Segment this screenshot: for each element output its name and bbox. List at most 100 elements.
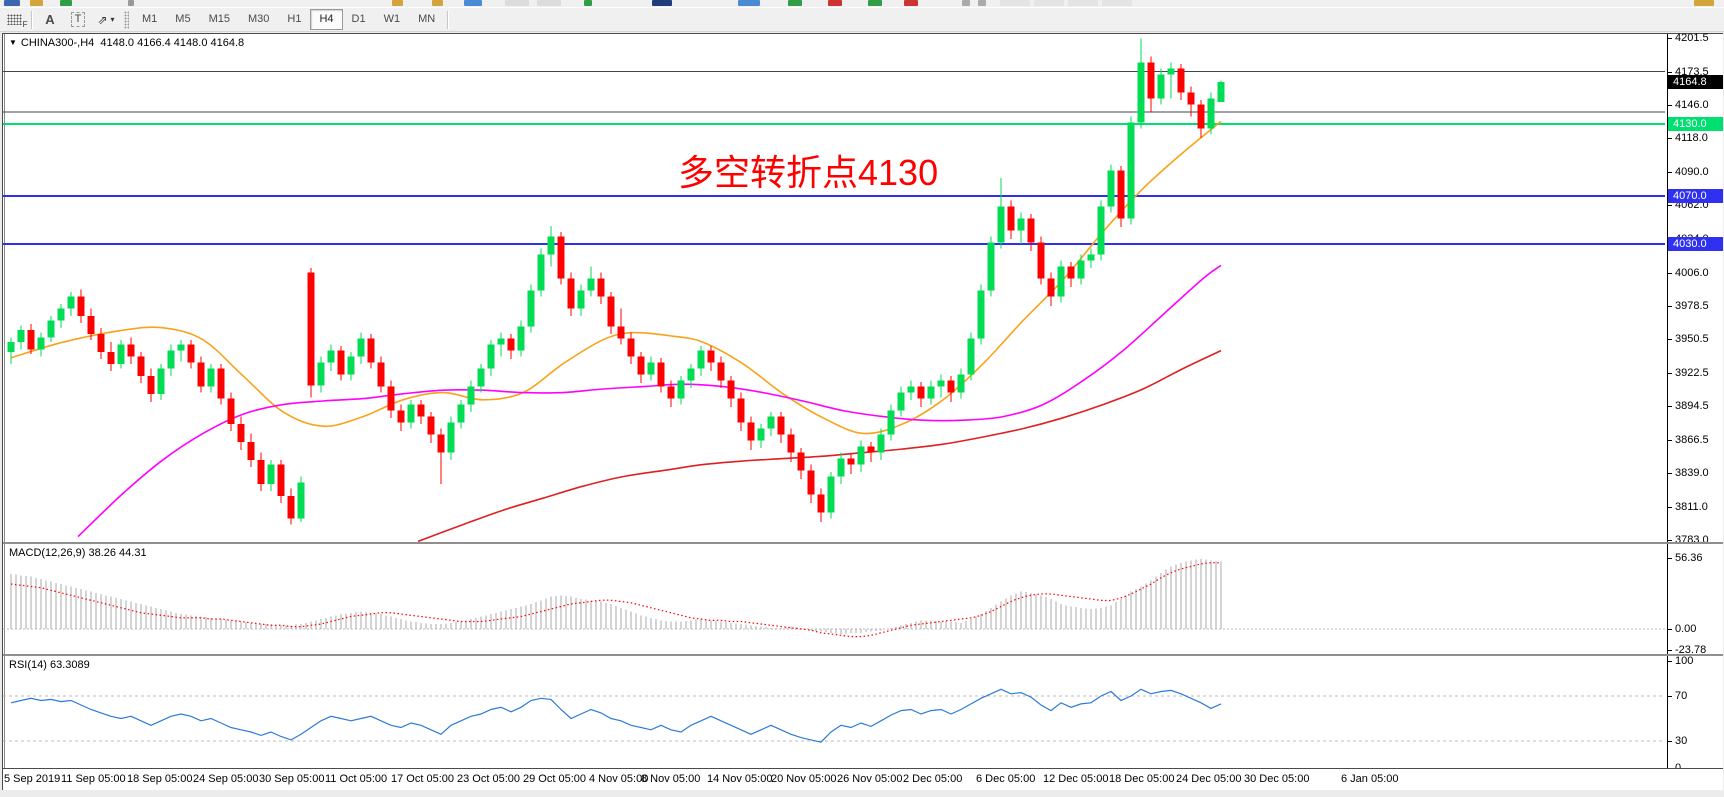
- partial-icon: [584, 0, 592, 6]
- candle-body: [687, 368, 695, 381]
- candle-body: [357, 338, 365, 357]
- candle-body: [717, 362, 725, 381]
- partial-icon: [962, 0, 970, 6]
- axis-tick: [1668, 138, 1672, 139]
- price-tick-label: 3922.5: [1675, 367, 1709, 379]
- candle-body: [77, 296, 85, 316]
- candle-body: [557, 236, 565, 279]
- axis-tick: [1668, 205, 1672, 206]
- macd-plot-area[interactable]: MACD(12,26,9) 38.26 44.31: [3, 544, 1667, 654]
- price-tick-label: 3811.0: [1675, 501, 1708, 513]
- candle-body: [227, 398, 235, 424]
- candle-body: [437, 434, 445, 453]
- timeframe-button-m5[interactable]: M5: [175, 13, 191, 25]
- candle-body: [497, 338, 505, 345]
- draw-arrows-button[interactable]: ⇗ ▾: [93, 9, 119, 31]
- timeframe-button-h1[interactable]: H1: [287, 13, 302, 25]
- time-tick-label: 6 Dec 05:00: [976, 773, 1036, 785]
- axis-tick: [1668, 105, 1672, 106]
- price-plot-area[interactable]: ▼ CHINA300-,H4 4148.0 4166.4 4148.0 4164.…: [3, 34, 1667, 542]
- rsi-plot-area[interactable]: RSI(14) 63.3089: [3, 656, 1667, 768]
- macd-chart: [3, 559, 1665, 638]
- partial-icon: [464, 0, 482, 6]
- partial-icon: [788, 0, 802, 6]
- time-tick-label: 8 Nov 05:00: [641, 773, 701, 785]
- candle-body: [837, 458, 845, 477]
- candle-body: [907, 386, 915, 393]
- candle-body: [277, 464, 285, 496]
- axis-tick: [1668, 440, 1672, 441]
- price-pane: ▼ CHINA300-,H4 4148.0 4166.4 4148.0 4164.…: [3, 32, 1723, 546]
- candle-body: [1067, 266, 1075, 279]
- time-tick-label: 18 Dec 05:00: [1109, 773, 1175, 785]
- candle-body: [657, 362, 665, 387]
- candle-body: [867, 446, 875, 453]
- candle-body: [767, 416, 775, 429]
- axis-tick: [1668, 629, 1672, 630]
- text-label-button[interactable]: T: [65, 9, 91, 31]
- partial-icon: [978, 0, 986, 6]
- candle-body: [947, 380, 955, 393]
- candle-body: [367, 338, 375, 363]
- price-axis[interactable]: 4201.54173.54146.04118.04090.04062.04034…: [1667, 32, 1723, 546]
- toolbar: F A T ⇗ ▾ M1 M5 M15 M30 H1 H4 D1 W1 MN: [0, 8, 1724, 32]
- letter-a-icon: A: [45, 12, 55, 27]
- time-tick-label: 26 Nov 05:00: [837, 773, 903, 785]
- axis-tick: [1668, 741, 1672, 742]
- rsi-line: [10, 688, 1222, 743]
- time-tick-label: 24 Sep 05:00: [193, 773, 259, 785]
- grid-button[interactable]: F: [1, 9, 28, 31]
- candle-body: [667, 386, 675, 399]
- candle-body: [967, 338, 975, 375]
- candle-body: [247, 441, 255, 460]
- partial-icon: [1034, 0, 1064, 6]
- candle-body: [697, 350, 705, 369]
- rsi-axis[interactable]: 10070300: [1667, 655, 1723, 774]
- timeframe-button-m15[interactable]: M15: [208, 13, 230, 25]
- macd-axis[interactable]: 56.36 0.00 -23.78: [1667, 544, 1723, 656]
- time-tick-label: 18 Sep 05:00: [127, 773, 193, 785]
- partial-icon: [537, 0, 561, 6]
- time-axis[interactable]: 5 Sep 2019 11 Sep 05:00 18 Sep 05:00 24 Sep…: [3, 768, 1723, 790]
- candle-body: [477, 368, 485, 387]
- candle-body: [627, 338, 635, 357]
- timeframe-button-h4[interactable]: H4: [310, 9, 343, 30]
- timeframe-button-m1[interactable]: M1: [142, 13, 158, 25]
- rsi-chart: [3, 688, 1665, 743]
- timeframe-button-w1[interactable]: W1: [383, 13, 401, 25]
- toolbar-separator: [31, 10, 33, 29]
- partial-icon: [30, 0, 43, 6]
- toolbar-drag-handle[interactable]: [124, 10, 129, 29]
- axis-tick: [1668, 650, 1672, 651]
- price-tick-label: 4006.0: [1675, 267, 1709, 279]
- partial-icon: [505, 0, 529, 6]
- chart-text-annotation: 多空转折点4130: [678, 152, 939, 193]
- candle-body: [887, 410, 895, 435]
- time-tick-label: 17 Oct 05:00: [391, 773, 454, 785]
- candle-body: [877, 434, 885, 453]
- candle-body: [1057, 266, 1065, 297]
- text-annotation-button[interactable]: A: [37, 9, 63, 31]
- candle-body: [1107, 170, 1115, 207]
- candle-body: [847, 458, 855, 465]
- candle-body: [177, 344, 185, 351]
- time-tick-label: 4 Nov 05:00: [589, 773, 649, 785]
- timeframe-button-m30[interactable]: M30: [247, 13, 270, 25]
- time-tick-label: 14 Nov 05:00: [707, 773, 773, 785]
- time-tick-label: 5 Sep 2019: [4, 773, 61, 785]
- price-tick-label: 4118.0: [1675, 132, 1708, 144]
- candle-body: [7, 342, 15, 352]
- candle-body: [337, 350, 345, 375]
- timeframe-bar: M1 M5 M15 M30 H1 H4 D1 W1 MN: [133, 9, 444, 30]
- partial-icon: [828, 0, 842, 6]
- time-tick-label: 30 Sep 05:00: [259, 773, 325, 785]
- candle-body: [807, 470, 815, 495]
- timeframe-button-mn[interactable]: MN: [418, 13, 436, 25]
- candle-body: [157, 368, 165, 394]
- timeframe-button-d1[interactable]: D1: [351, 13, 366, 25]
- candle-body: [547, 236, 555, 255]
- candle-body: [537, 254, 545, 291]
- candle-body: [707, 350, 715, 363]
- arrows-icon: ⇗: [97, 12, 108, 27]
- candle-body: [387, 386, 395, 411]
